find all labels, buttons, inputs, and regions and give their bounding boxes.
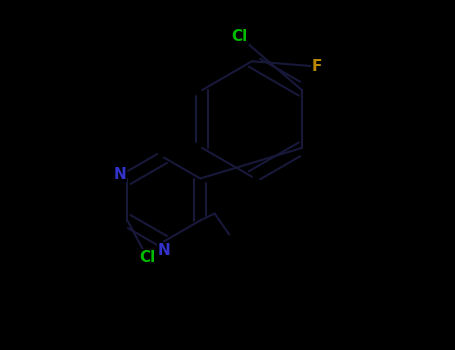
- Text: N: N: [113, 167, 126, 182]
- Text: Cl: Cl: [139, 250, 155, 265]
- Text: Cl: Cl: [232, 29, 248, 44]
- Text: N: N: [157, 243, 170, 258]
- Text: F: F: [312, 59, 322, 74]
